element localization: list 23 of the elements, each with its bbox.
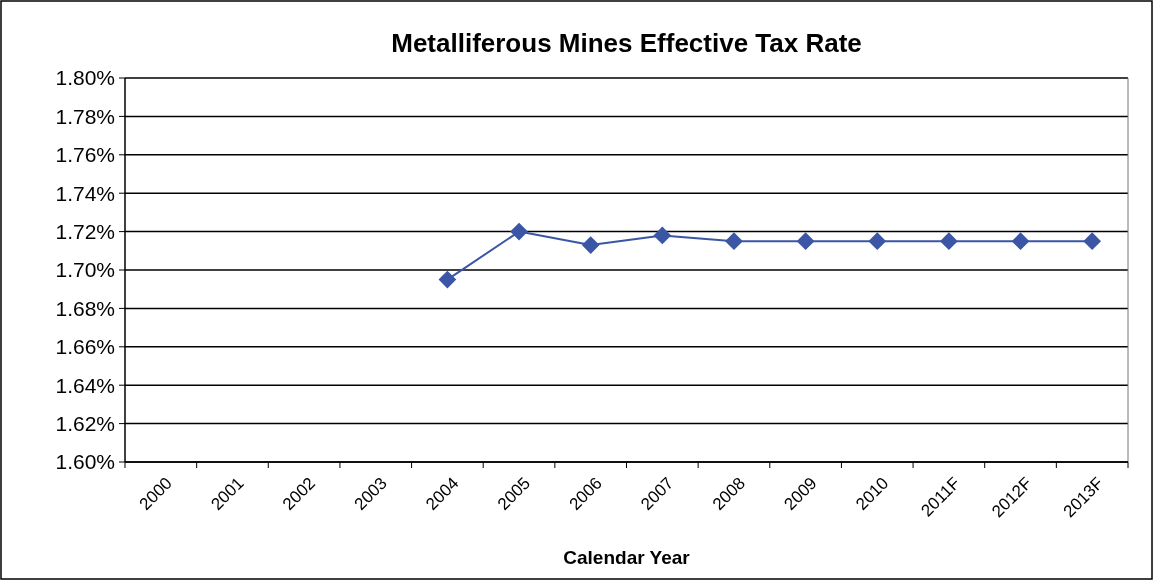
y-tick-label: 1.74% [55, 181, 115, 205]
point [796, 232, 815, 251]
y-tick-label: 1.64% [55, 373, 115, 397]
y-tick-label: 1.66% [55, 335, 115, 359]
point [653, 226, 672, 245]
point [940, 232, 958, 251]
y-tick-label: 1.78% [55, 104, 115, 128]
y-tick-label: 1.76% [55, 143, 115, 167]
y-tick-label: 1.72% [55, 219, 115, 243]
y-tick-label: 1.80% [55, 66, 115, 90]
y-tick-label: 1.70% [55, 258, 115, 282]
point [725, 232, 743, 251]
point [510, 222, 528, 241]
chart-title: Metalliferous Mines Effective Tax Rate [391, 28, 862, 58]
y-tick-label: 1.60% [55, 450, 115, 474]
y-tick-label: 1.68% [55, 296, 115, 320]
point [438, 270, 457, 289]
point [1083, 232, 1102, 251]
y-tick-label: 1.62% [55, 411, 115, 435]
point [868, 232, 887, 251]
point [581, 236, 600, 254]
x-axis-title: Calendar Year [563, 547, 691, 568]
point [1011, 232, 1030, 251]
